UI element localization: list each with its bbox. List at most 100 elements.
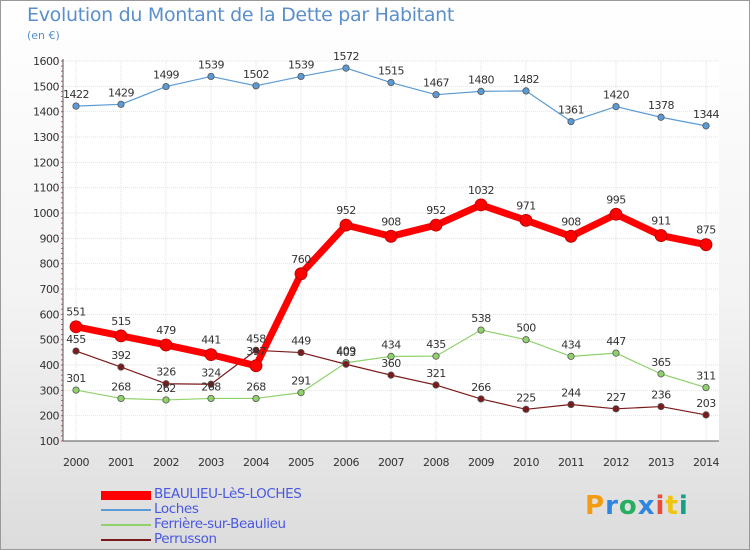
data-point-beaulieu-l-s-loches: [294, 267, 308, 281]
data-label-perrusson: 324: [201, 366, 221, 379]
data-label-perrusson: 326: [156, 366, 176, 379]
data-label-ferri-re-sur-beaulieu: 500: [516, 322, 536, 335]
data-point-ferri-re-sur-beaulieu: [162, 396, 170, 404]
data-label-ferri-re-sur-beaulieu: 447: [606, 335, 626, 348]
data-point-loches: [477, 87, 485, 96]
y-tick-label: 1600: [33, 55, 59, 68]
data-label-loches: 1515: [378, 65, 404, 78]
y-tick-label: 100: [40, 435, 60, 448]
data-label-beaulieu-l-s-loches: 875: [696, 224, 716, 237]
y-tick-label: 1100: [33, 182, 59, 195]
data-label-loches: 1539: [198, 58, 224, 71]
data-label-loches: 1480: [468, 73, 494, 86]
y-tick-label: 400: [40, 359, 60, 372]
data-point-perrusson: [657, 402, 665, 411]
x-tick-label: 2003: [198, 456, 224, 469]
data-label-perrusson: 392: [111, 349, 131, 362]
data-label-ferri-re-sur-beaulieu: 409: [336, 345, 356, 358]
data-point-loches: [702, 122, 710, 130]
data-point-perrusson: [522, 405, 530, 413]
data-point-perrusson: [252, 346, 260, 354]
data-label-perrusson: 244: [561, 387, 581, 400]
data-label-perrusson: 225: [516, 391, 536, 404]
data-point-ferri-re-sur-beaulieu: [252, 394, 260, 403]
data-label-perrusson: 360: [381, 357, 401, 370]
data-label-ferri-re-sur-beaulieu: 434: [381, 338, 401, 351]
data-label-loches: 1467: [423, 77, 449, 90]
brand-letter: t: [665, 491, 679, 521]
chart-title: Evolution du Montant de la Dette par Hab…: [27, 4, 455, 26]
data-label-ferri-re-sur-beaulieu: 301: [66, 372, 86, 385]
y-tick-label: 1300: [33, 131, 59, 144]
data-label-loches: 1539: [288, 58, 314, 71]
data-point-loches: [567, 117, 575, 126]
data-point-perrusson: [477, 395, 485, 403]
data-point-loches: [72, 102, 80, 110]
data-point-ferri-re-sur-beaulieu: [567, 352, 575, 360]
x-tick-label: 2002: [153, 456, 179, 469]
data-label-beaulieu-l-s-loches: 908: [561, 215, 581, 228]
x-tick-label: 2001: [108, 456, 134, 469]
data-label-beaulieu-l-s-loches: 952: [426, 204, 446, 217]
data-point-beaulieu-l-s-loches: [249, 359, 263, 373]
y-tick-label: 900: [40, 232, 60, 245]
data-label-perrusson: 458: [246, 332, 266, 345]
data-label-ferri-re-sur-beaulieu: 268: [201, 380, 221, 393]
brand-letter: P: [585, 491, 606, 521]
brand-letter: x: [637, 491, 656, 521]
data-point-beaulieu-l-s-loches: [474, 198, 488, 212]
x-tick-label: 2012: [603, 456, 629, 469]
data-label-beaulieu-l-s-loches: 515: [111, 315, 131, 328]
data-point-loches: [612, 103, 620, 111]
data-point-ferri-re-sur-beaulieu: [207, 394, 215, 403]
x-tick-label: 2009: [468, 456, 494, 469]
x-tick-label: 2004: [243, 456, 269, 469]
legend-item: Ferrière-sur-Beaulieu: [101, 516, 361, 533]
data-point-ferri-re-sur-beaulieu: [72, 386, 80, 394]
data-point-loches: [252, 82, 260, 90]
data-point-beaulieu-l-s-loches: [429, 218, 443, 232]
data-point-ferri-re-sur-beaulieu: [477, 326, 485, 334]
data-label-beaulieu-l-s-loches: 995: [606, 193, 626, 206]
data-label-ferri-re-sur-beaulieu: 268: [246, 380, 266, 393]
y-tick-label: 1200: [33, 156, 59, 169]
data-point-beaulieu-l-s-loches: [159, 338, 173, 352]
data-point-beaulieu-l-s-loches: [654, 229, 668, 242]
data-label-beaulieu-l-s-loches: 441: [201, 334, 221, 347]
data-point-perrusson: [297, 348, 305, 357]
data-point-loches: [657, 113, 665, 121]
y-tick-label: 500: [40, 334, 60, 347]
data-point-beaulieu-l-s-loches: [339, 218, 353, 232]
data-point-perrusson: [702, 411, 710, 419]
x-tick-label: 2011: [558, 456, 584, 469]
data-point-perrusson: [117, 363, 125, 371]
data-point-perrusson: [387, 371, 395, 379]
legend-item: Perrusson: [101, 531, 361, 548]
data-label-ferri-re-sur-beaulieu: 262: [156, 382, 176, 395]
data-point-ferri-re-sur-beaulieu: [702, 383, 710, 392]
data-label-beaulieu-l-s-loches: 908: [381, 215, 401, 228]
data-label-loches: 1502: [243, 68, 269, 81]
legend-item: Loches: [101, 501, 361, 518]
data-point-loches: [342, 64, 350, 72]
data-point-perrusson: [342, 360, 350, 368]
brand-letter: o: [618, 491, 638, 521]
y-tick-label: 300: [40, 384, 60, 397]
data-label-perrusson: 455: [66, 333, 86, 346]
data-label-beaulieu-l-s-loches: 971: [516, 199, 536, 212]
brand-letter: r: [605, 491, 619, 521]
y-tick-label: 800: [40, 258, 60, 271]
data-point-ferri-re-sur-beaulieu: [657, 370, 665, 378]
data-label-beaulieu-l-s-loches: 952: [336, 204, 356, 217]
x-tick-label: 2010: [513, 456, 539, 469]
legend-label: Perrusson: [154, 531, 217, 547]
data-point-loches: [522, 87, 530, 95]
data-point-ferri-re-sur-beaulieu: [387, 352, 395, 360]
x-tick-label: 2006: [333, 456, 359, 469]
data-label-beaulieu-l-s-loches: 551: [66, 306, 86, 319]
data-label-perrusson: 266: [471, 381, 491, 394]
data-label-perrusson: 236: [651, 389, 671, 402]
data-point-perrusson: [207, 380, 215, 388]
legend-label: BEAULIEU-LèS-LOCHES: [154, 486, 302, 502]
